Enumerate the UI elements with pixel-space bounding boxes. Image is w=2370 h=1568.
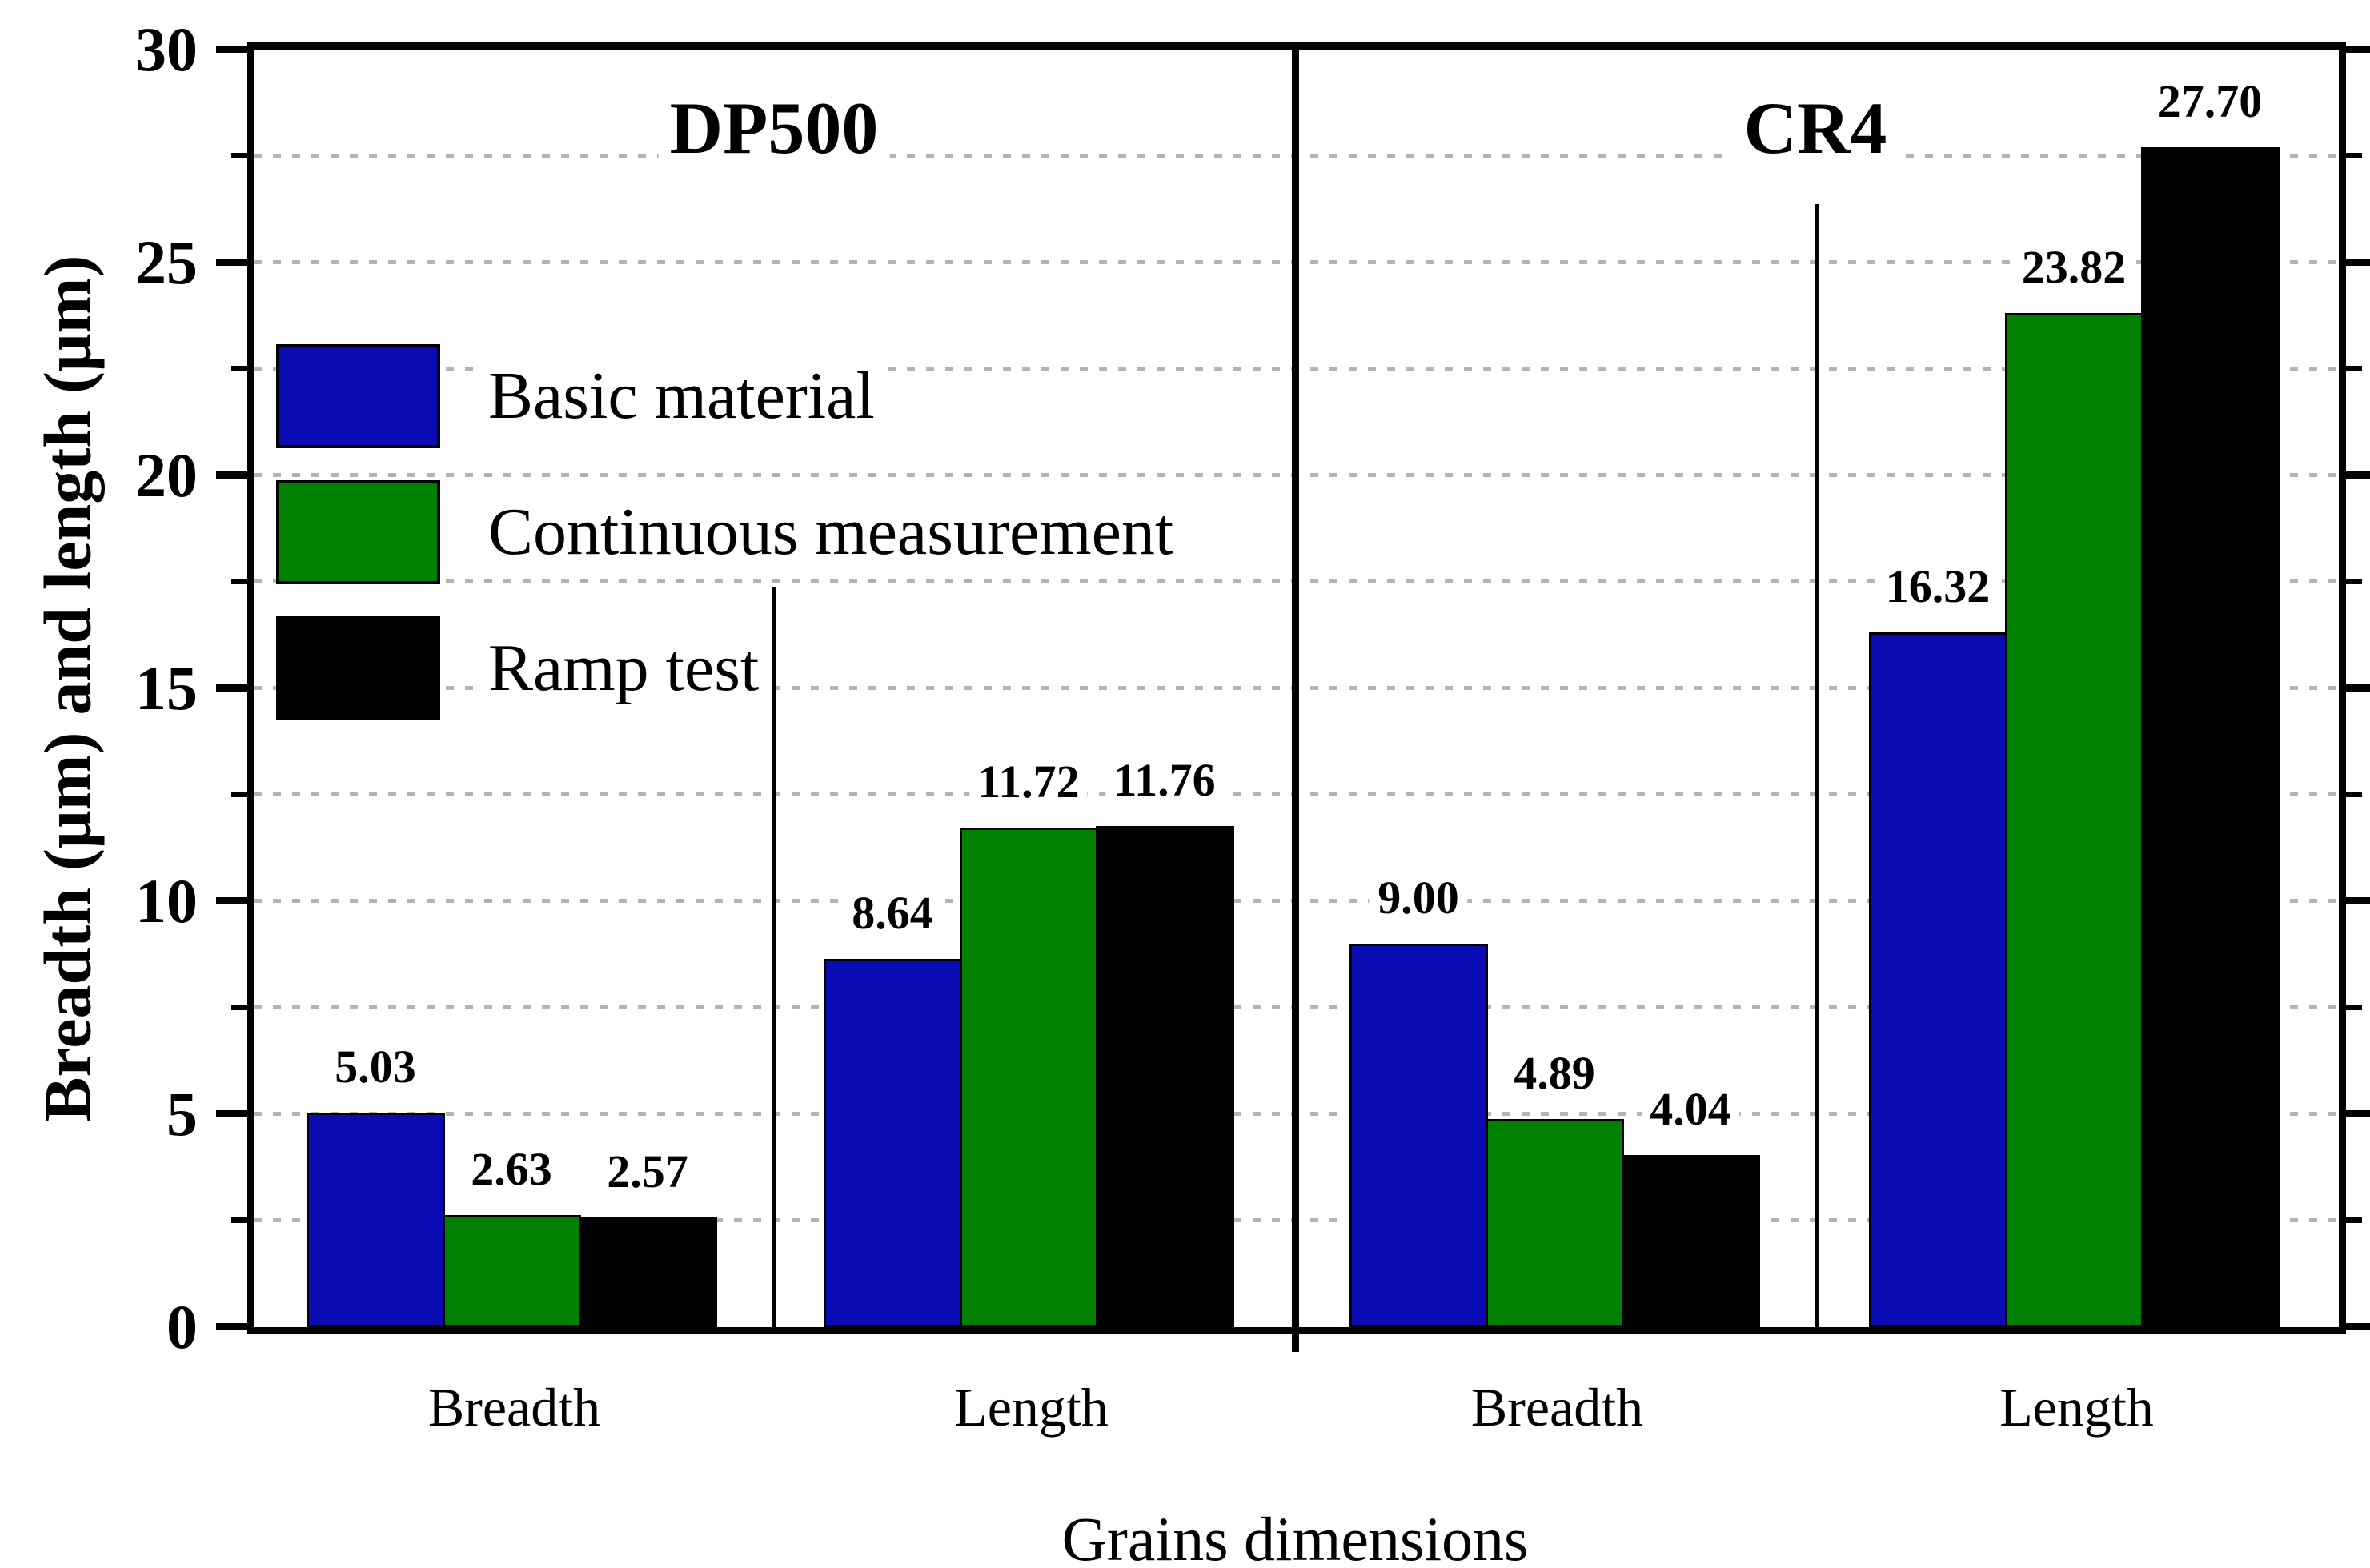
legend-item: Ramp test xyxy=(276,616,766,720)
y-tick-label: 25 xyxy=(135,227,198,297)
y-minor-tick xyxy=(2346,1005,2362,1010)
bar-value-label: 4.04 xyxy=(1642,1085,1739,1134)
x-category-label: Breadth xyxy=(427,1377,601,1438)
panel-title-dp500: DP500 xyxy=(658,88,890,168)
y-major-tick xyxy=(2346,1110,2370,1117)
bar-value-label: 5.03 xyxy=(327,1042,424,1092)
y-minor-tick xyxy=(2346,579,2362,584)
legend-item: Continuous measurement xyxy=(276,480,1181,584)
y-major-tick xyxy=(216,46,247,53)
y-major-tick xyxy=(216,259,247,266)
y-minor-tick xyxy=(231,366,247,371)
y-minor-tick xyxy=(2346,1217,2362,1223)
y-major-tick xyxy=(2346,897,2370,904)
y-major-tick xyxy=(2346,46,2370,53)
legend-item: Basic material xyxy=(276,344,881,448)
y-major-tick xyxy=(2346,259,2370,266)
bar xyxy=(1869,632,2007,1327)
y-minor-tick xyxy=(2346,153,2362,158)
y-major-tick xyxy=(2346,471,2370,479)
bar-value-label: 16.32 xyxy=(1877,562,1999,612)
y-major-tick xyxy=(216,897,247,904)
bar-value-label: 4.89 xyxy=(1506,1049,1603,1098)
bar xyxy=(307,1113,445,1327)
legend-swatch xyxy=(276,616,440,720)
y-minor-tick xyxy=(231,1005,247,1010)
y-tick-label: 10 xyxy=(135,866,198,936)
bar-value-label: 8.64 xyxy=(844,888,941,938)
y-major-tick xyxy=(216,1110,247,1117)
bar-value-label: 27.70 xyxy=(2149,77,2271,126)
bar xyxy=(2141,147,2280,1327)
y-major-tick xyxy=(216,684,247,692)
y-tick-label: 0 xyxy=(166,1292,198,1361)
y-tick-label: 20 xyxy=(135,440,198,510)
bar xyxy=(1486,1119,1624,1327)
bar xyxy=(1096,826,1234,1327)
bar xyxy=(1622,1155,1760,1327)
x-category-label: Breadth xyxy=(1470,1377,1644,1438)
bar-group xyxy=(1869,147,2284,1327)
bar xyxy=(579,1217,717,1327)
bar-value-label: 2.63 xyxy=(463,1145,560,1194)
y-tick-label: 30 xyxy=(135,14,198,84)
bar-value-label: 11.72 xyxy=(969,757,1088,807)
y-minor-tick xyxy=(231,1217,247,1223)
bar-group xyxy=(824,826,1239,1327)
y-minor-tick xyxy=(231,792,247,797)
y-major-tick xyxy=(216,1323,247,1330)
y-minor-tick xyxy=(231,579,247,584)
y-major-tick xyxy=(2346,1323,2370,1330)
bar-value-label: 2.57 xyxy=(599,1147,696,1197)
bar-value-label: 9.00 xyxy=(1369,873,1467,923)
y-minor-tick xyxy=(2346,366,2362,371)
y-major-tick xyxy=(2346,684,2370,692)
legend-swatch xyxy=(276,480,440,584)
y-minor-tick xyxy=(2346,792,2362,797)
y-tick-label: 5 xyxy=(166,1079,198,1149)
bar xyxy=(443,1215,581,1327)
bar xyxy=(824,959,962,1327)
bar-value-label: 11.76 xyxy=(1105,756,1224,805)
bar xyxy=(1349,944,1488,1327)
bar-value-label: 23.82 xyxy=(2013,243,2135,292)
group-divider xyxy=(772,587,776,1327)
x-category-label: Length xyxy=(954,1377,1109,1438)
y-major-tick xyxy=(216,471,247,479)
x-axis-separator-tick xyxy=(1292,1334,1299,1352)
legend-item-label: Ramp test xyxy=(482,630,766,707)
panel-title-cr4: CR4 xyxy=(1732,88,1899,168)
legend-item-label: Continuous measurement xyxy=(482,494,1181,571)
bar xyxy=(960,828,1098,1327)
x-category-label: Length xyxy=(1999,1377,2154,1438)
group-divider xyxy=(1815,204,1819,1327)
legend-swatch xyxy=(276,344,440,448)
legend-item-label: Basic material xyxy=(482,358,881,435)
panel-separator xyxy=(1292,50,1299,1327)
bar-group xyxy=(1349,944,1765,1327)
y-tick-label: 15 xyxy=(135,653,198,723)
y-minor-tick xyxy=(231,153,247,158)
bar-group xyxy=(307,1113,722,1327)
bar xyxy=(2005,313,2143,1327)
x-axis-title: Grains dimensions xyxy=(1061,1504,1529,1568)
plot-area: Breadth (μm) and length (μm) Grains dime… xyxy=(31,18,2370,1568)
